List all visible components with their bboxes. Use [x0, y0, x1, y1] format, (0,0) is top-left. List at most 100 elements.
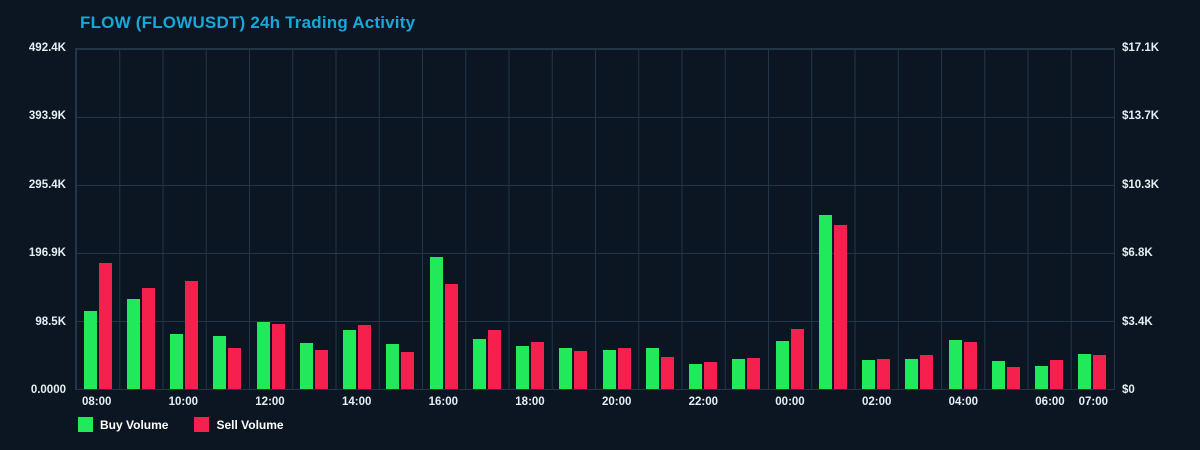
plot-area — [75, 48, 1115, 390]
buy-bar[interactable] — [429, 257, 443, 389]
legend-label: Sell Volume — [216, 417, 284, 432]
bar-group — [1071, 49, 1114, 389]
buy-bar[interactable] — [732, 359, 746, 389]
bar-group — [552, 49, 595, 389]
x-tick-label: 14:00 — [341, 396, 372, 408]
bar-group — [682, 49, 725, 389]
x-tick-label: 08:00 — [81, 396, 112, 408]
sell-bar[interactable] — [833, 224, 847, 389]
y-tick-label: $17.1K — [1122, 42, 1160, 54]
sell-bar[interactable] — [704, 362, 718, 389]
sell-bar[interactable] — [1093, 355, 1107, 389]
sell-bar[interactable] — [531, 342, 545, 389]
buy-bar[interactable] — [516, 346, 530, 389]
buy-bar[interactable] — [472, 339, 486, 389]
sell-bar[interactable] — [963, 342, 977, 389]
buy-bar[interactable] — [343, 329, 357, 389]
sell-bar[interactable] — [617, 347, 631, 389]
buy-bar[interactable] — [1035, 366, 1049, 389]
sell-bar[interactable] — [920, 355, 934, 389]
sell-bar[interactable] — [98, 263, 112, 389]
buy-bar[interactable] — [689, 364, 703, 389]
bar-group — [811, 49, 854, 389]
sell-bar[interactable] — [487, 330, 501, 389]
sell-bar[interactable] — [228, 347, 242, 389]
legend-item: Buy Volume — [78, 417, 168, 432]
sell-bar[interactable] — [141, 287, 155, 389]
buy-bar[interactable] — [948, 339, 962, 389]
legend-label: Buy Volume — [100, 417, 169, 432]
y-tick-label: 0.0000 — [30, 384, 66, 396]
bar-group — [119, 49, 162, 389]
bar-group — [379, 49, 422, 389]
bar-group — [76, 49, 119, 389]
bars — [76, 49, 1114, 389]
x-tick-label: 22:00 — [688, 396, 719, 408]
buy-bar[interactable] — [602, 350, 616, 389]
y-tick-label: $6.8K — [1122, 247, 1153, 260]
bar-group — [249, 49, 292, 389]
x-tick-label: 00:00 — [775, 396, 805, 408]
bar-group — [163, 49, 206, 389]
buy-bar[interactable] — [213, 335, 227, 389]
sell-bar[interactable] — [877, 358, 891, 389]
sell-bar[interactable] — [660, 357, 674, 389]
legend-swatch-icon — [78, 417, 93, 432]
legend-item: Sell Volume — [194, 417, 284, 432]
buy-bar[interactable] — [645, 348, 659, 389]
sell-bar[interactable] — [747, 357, 761, 389]
buy-bar[interactable] — [862, 360, 876, 389]
chart-title: FLOW (FLOWUSDT) 24h Trading Activity — [80, 13, 416, 32]
buy-bar[interactable] — [905, 359, 919, 389]
buy-bar[interactable] — [386, 344, 400, 389]
bar-group — [422, 49, 465, 389]
bar-group — [1028, 49, 1071, 389]
bar-group — [206, 49, 249, 389]
sell-bar[interactable] — [271, 324, 285, 389]
x-tick-label: 20:00 — [601, 396, 632, 408]
buy-bar[interactable] — [126, 299, 140, 389]
bar-group — [336, 49, 379, 389]
legend-swatch-icon — [194, 417, 210, 432]
sell-bar[interactable] — [358, 325, 372, 389]
buy-bar[interactable] — [775, 340, 789, 389]
x-tick-label: 12:00 — [255, 396, 285, 408]
buy-bar[interactable] — [299, 342, 313, 389]
sell-bar[interactable] — [1006, 366, 1020, 389]
y-tick-label: $3.4K — [1122, 315, 1153, 328]
bar-group — [595, 49, 638, 389]
x-tick-label: 18:00 — [515, 396, 545, 408]
sell-bar[interactable] — [185, 281, 199, 389]
x-tick-label: 07:00 — [1078, 396, 1109, 408]
buy-bar[interactable] — [256, 322, 270, 389]
sell-bar[interactable] — [790, 328, 804, 389]
buy-bar[interactable] — [991, 361, 1005, 389]
y-tick-label: $0 — [1122, 384, 1135, 396]
sell-bar[interactable] — [444, 284, 458, 389]
buy-bar[interactable] — [818, 215, 832, 389]
buy-bar[interactable] — [170, 334, 184, 389]
legend: Buy Volume Sell Volume — [78, 417, 284, 432]
buy-bar[interactable] — [1078, 354, 1092, 389]
buy-bar[interactable] — [559, 348, 573, 389]
x-axis: 08:00 10:00 12:00 14:00 16:00 18:00 20:00 22:00… — [75, 396, 1115, 412]
y-tick-label: $13.7K — [1122, 110, 1160, 123]
x-tick-label: 02:00 — [861, 396, 892, 408]
sell-bar[interactable] — [1050, 360, 1064, 389]
y-tick-label: 196.9K — [28, 247, 66, 260]
bar-group — [638, 49, 681, 389]
bar-group — [768, 49, 811, 389]
x-tick-label: 06:00 — [1035, 396, 1065, 408]
bar-group — [941, 49, 984, 389]
bar-group — [465, 49, 508, 389]
bar-group — [725, 49, 768, 389]
y-tick-label: $10.3K — [1122, 178, 1160, 191]
bar-group — [898, 49, 941, 389]
sell-bar[interactable] — [574, 351, 588, 389]
y-tick-label: 98.5K — [35, 315, 66, 328]
sell-bar[interactable] — [314, 350, 328, 389]
y-tick-label: 492.4K — [28, 42, 66, 54]
buy-bar[interactable] — [83, 310, 97, 389]
sell-bar[interactable] — [401, 351, 415, 389]
bar-group — [984, 49, 1027, 389]
